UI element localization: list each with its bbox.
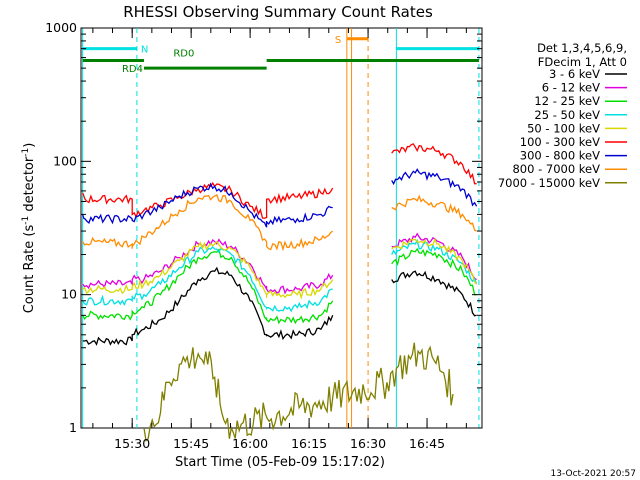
series-line-50-100-kev	[82, 237, 478, 300]
x-tick-label: 15:45	[173, 436, 209, 451]
legend-label-6-12-kev: 6 - 12 keV	[542, 81, 600, 95]
x-tick-label: 16:30	[350, 436, 386, 451]
x-tick-label: 16:15	[291, 436, 327, 451]
series-line-12-25-kev	[82, 247, 477, 325]
rd4-label: RD4	[122, 64, 143, 75]
legend-header-line-2: FDecim 1, Att 0	[538, 55, 627, 69]
x-axis-label: Start Time (05-Feb-09 15:17:02)	[175, 455, 385, 470]
chart-title: RHESSI Observing Summary Count Rates	[123, 3, 433, 21]
series-layer	[82, 143, 478, 442]
y-axis-label: Count Rate (s-1 detector-1)	[21, 143, 37, 314]
legend-label-3-6-kev: 3 - 6 keV	[549, 67, 600, 81]
series-line-100-300-kev	[82, 143, 477, 219]
night-label: N	[141, 45, 148, 56]
y-tick-label: 1	[69, 420, 77, 435]
series-line-3-6-kev	[82, 266, 477, 346]
y-tick-label: 100	[53, 153, 77, 168]
legend-label-12-25-kev: 12 - 25 keV	[534, 94, 600, 108]
annotation-layer: N S RD0 RD4	[82, 28, 480, 428]
legend-header-line-1: Det 1,3,4,5,6,9,	[537, 41, 627, 55]
legend-label-300-800-kev: 300 - 800 keV	[520, 149, 600, 163]
series-line-25-50-kev	[82, 238, 478, 313]
y-tick-label: 1000	[45, 20, 77, 35]
legend-label-25-50-kev: 25 - 50 keV	[534, 108, 600, 122]
x-tick-label: 15:30	[114, 436, 150, 451]
footer-date: 13-Oct-2021 20:57	[551, 469, 636, 479]
legend-label-100-300-kev: 100 - 300 keV	[520, 135, 600, 149]
x-tick-label: 16:45	[409, 436, 445, 451]
y-tick-label: 10	[61, 287, 77, 302]
series-line-300-800-kev	[82, 168, 478, 228]
legend-label-800-7000-kev: 800 - 7000 keV	[512, 162, 600, 176]
legend-label-7000-15000-kev: 7000 - 15000 keV	[498, 176, 600, 190]
legend-label-50-100-kev: 50 - 100 keV	[527, 121, 600, 135]
series-line-6-12-kev	[82, 232, 477, 295]
series-line-800-7000-kev	[82, 193, 477, 252]
series-line-7000-15000-kev	[143, 342, 454, 442]
rd0-label: RD0	[173, 49, 194, 60]
saa-label: S	[335, 35, 341, 46]
plot-frame	[80, 27, 483, 429]
axis-layer: 1 10 100 1000 15:30 15:45 16:00 16:15 16:30 16:45	[45, 20, 482, 451]
x-tick-label: 16:00	[232, 436, 268, 451]
